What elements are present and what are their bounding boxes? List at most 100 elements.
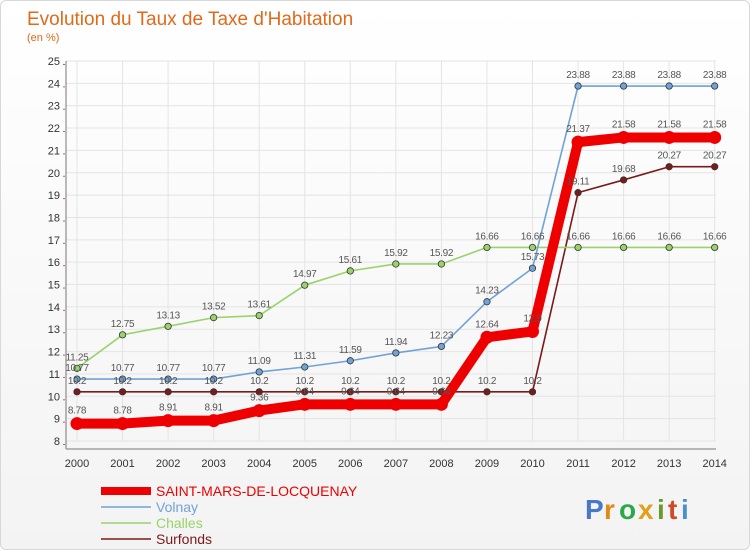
data-point [255, 388, 263, 396]
y-tick-label: 22 [48, 123, 60, 135]
x-tick-label: 2007 [384, 458, 408, 470]
data-label: 11.59 [339, 345, 363, 356]
data-label: 10.2 [432, 376, 451, 387]
data-point [346, 357, 354, 365]
data-label: 10.2 [205, 376, 224, 387]
data-point [301, 281, 309, 289]
logo-letter: r [604, 494, 615, 525]
x-tick-label: 2011 [566, 458, 590, 470]
x-tick-label: 2004 [247, 458, 271, 470]
y-tick-label: 16 [48, 257, 60, 269]
y-tick-label: 10 [48, 391, 60, 403]
x-tick-label: 2003 [201, 458, 225, 470]
data-point [301, 388, 309, 396]
data-point [346, 267, 354, 275]
data-label: 10.2 [159, 376, 178, 387]
data-label: 10.77 [111, 363, 135, 374]
x-tick-label: 2013 [657, 458, 681, 470]
data-point [70, 417, 84, 431]
data-point [164, 375, 172, 383]
data-label: 13.52 [202, 302, 226, 313]
data-label: 12.9 [523, 313, 542, 324]
data-label: 16.66 [612, 231, 636, 242]
data-label: 12.64 [475, 319, 499, 330]
data-point [571, 135, 585, 149]
data-label: 13.13 [156, 310, 180, 321]
data-label: 10.2 [341, 376, 360, 387]
data-label: 8.78 [113, 406, 132, 417]
data-point [480, 330, 494, 344]
data-point [392, 260, 400, 268]
data-point [346, 388, 354, 396]
data-label: 23.88 [612, 70, 636, 81]
data-point [528, 388, 537, 396]
data-point [619, 243, 628, 252]
data-point [118, 375, 127, 383]
data-point [298, 397, 312, 411]
data-point [118, 388, 127, 396]
data-point [73, 388, 81, 396]
data-label: 15.73 [521, 252, 545, 263]
data-point [252, 404, 266, 418]
data-label: 8.78 [68, 406, 87, 417]
data-point [207, 414, 221, 428]
x-tick-label: 2009 [475, 458, 499, 470]
data-label: 16.66 [521, 231, 545, 242]
legend-label: Surfonds [156, 531, 212, 547]
legend-label: SAINT-MARS-DE-LOCQUENAY [156, 483, 358, 499]
x-tick-label: 2008 [429, 458, 453, 470]
data-label: 21.58 [657, 119, 681, 130]
data-point [619, 176, 628, 184]
data-point [392, 349, 400, 357]
data-label: 11.25 [66, 352, 90, 363]
y-tick-label: 8 [54, 436, 60, 448]
y-tick-label: 13 [48, 324, 60, 336]
y-tick-label: 21 [48, 145, 60, 157]
data-point [164, 322, 172, 330]
data-label: 16.66 [566, 231, 590, 242]
data-label: 10.2 [296, 376, 315, 387]
logo-letter: i [657, 494, 665, 525]
legend-label: Challes [156, 515, 203, 531]
data-label: 23.88 [566, 70, 590, 81]
data-point [483, 243, 491, 252]
data-point [711, 82, 719, 90]
data-label: 9.64 [387, 386, 406, 397]
data-label: 14.97 [293, 269, 317, 280]
grid [66, 60, 716, 442]
data-label: 13.61 [247, 300, 271, 311]
data-label: 11.31 [293, 351, 317, 362]
data-label: 19.11 [567, 177, 591, 188]
data-label: 11.09 [248, 356, 272, 367]
data-point [437, 342, 445, 351]
data-point [301, 363, 309, 371]
x-tick-label: 2005 [293, 458, 317, 470]
data-label: 9.36 [250, 393, 269, 404]
x-tick-label: 2014 [702, 458, 726, 470]
data-label: 16.66 [703, 231, 727, 242]
logo-letter: P [585, 494, 604, 525]
data-label: 15.92 [384, 248, 408, 259]
data-point [437, 260, 445, 268]
x-tick-label: 2006 [338, 458, 362, 470]
y-tick-label: 25 [48, 56, 60, 68]
data-label: 10.2 [387, 376, 406, 387]
y-tick-label: 24 [48, 78, 60, 90]
y-tick-label: 11 [49, 369, 60, 381]
data-label: 10.77 [65, 363, 89, 374]
data-point [574, 189, 582, 197]
data-label: 12.75 [111, 319, 135, 330]
y-tick-label: 20 [48, 168, 60, 180]
data-label: 14.23 [475, 286, 499, 297]
logo-letter: i [681, 494, 689, 525]
data-point [483, 388, 491, 396]
data-point [164, 388, 172, 396]
data-point [711, 243, 719, 252]
chart-subtitle: (en %) [27, 32, 59, 44]
data-point [528, 243, 537, 252]
axes: 8 9 10 11 12 13 14 15 16 17 18 19 20 21 22 23 24 25 2000 20… [48, 56, 727, 470]
data-label: 8.91 [205, 403, 224, 414]
data-point [255, 368, 263, 376]
x-tick-label: 2012 [611, 458, 635, 470]
